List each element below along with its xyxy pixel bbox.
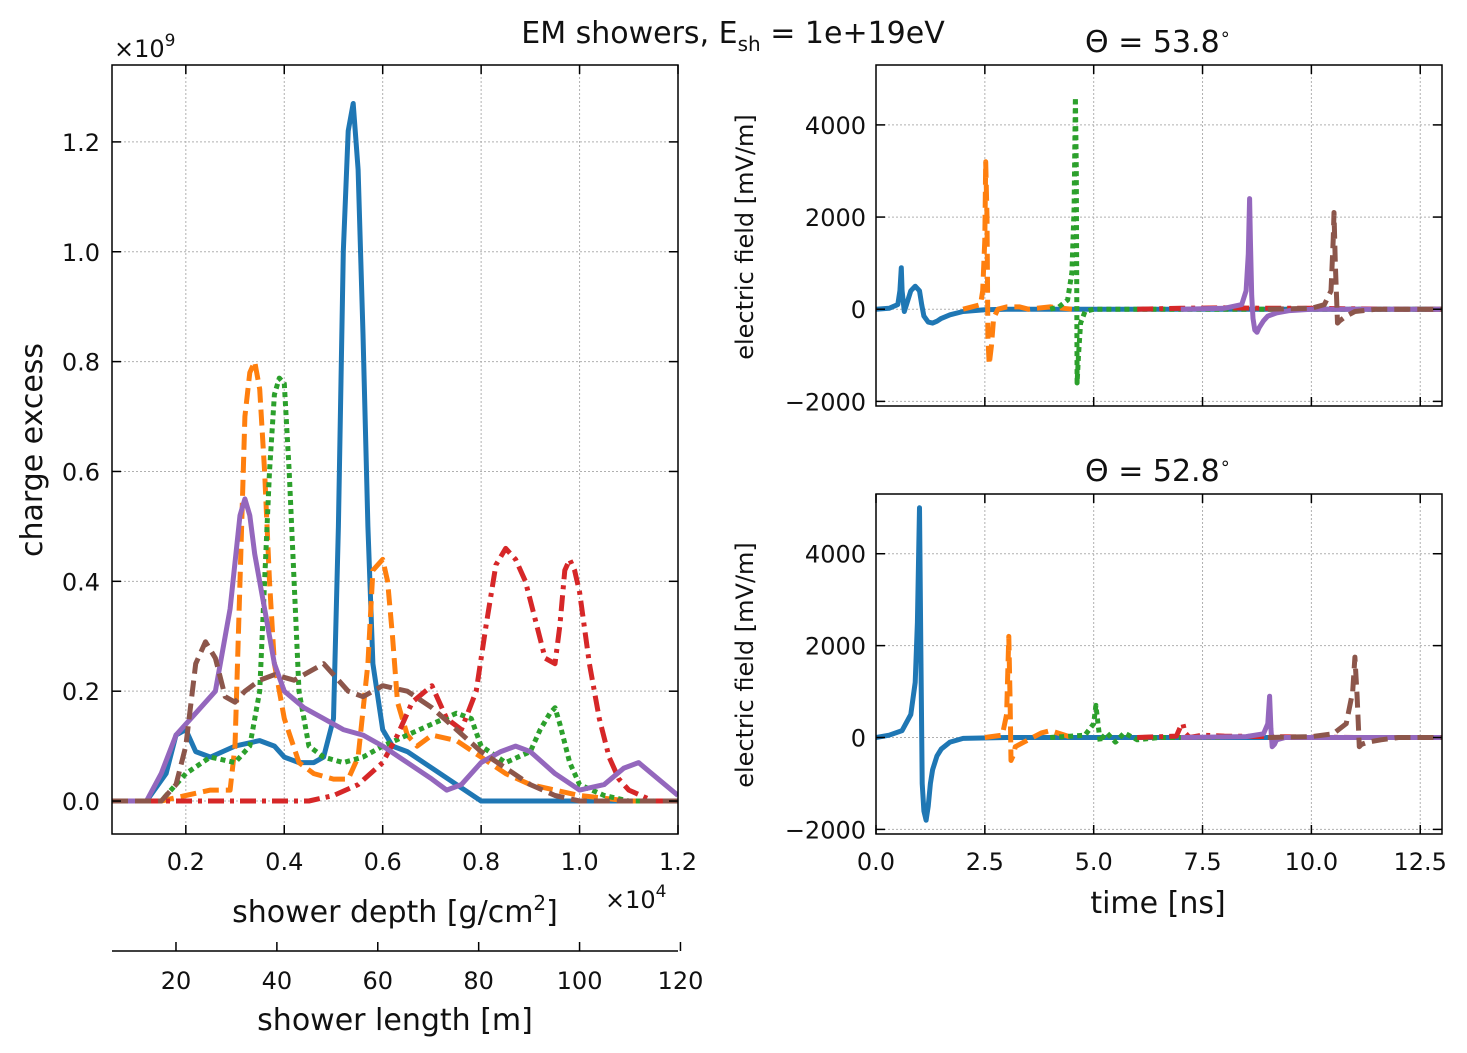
top-right-ytick-label: 4000	[805, 112, 866, 140]
left-xlabel: shower depth [g/cm2]	[232, 891, 558, 930]
top-right-series-s5	[1180, 196, 1442, 335]
top-right-ytick-label: 0	[851, 296, 866, 324]
left-series-group	[112, 101, 678, 804]
left-y-multiplier-exp: 9	[165, 31, 176, 51]
bottom-right-series-s5	[1180, 693, 1442, 750]
secondary-xtick-label: 120	[658, 967, 704, 995]
left-x-multiplier-exp: 4	[656, 882, 667, 902]
bottom-right-title-suffix: ∘	[1220, 453, 1231, 474]
figure-title-sub: sh	[738, 32, 761, 56]
left-xlabel-sup: 2	[533, 891, 546, 915]
left-ytick-label: 0.2	[62, 678, 100, 706]
secondary-xtick-label: 100	[557, 967, 603, 995]
left-frame	[111, 64, 679, 835]
bottom-right-ytick-label: 4000	[805, 541, 866, 569]
left-xtick-label: 1.2	[659, 848, 697, 876]
left-ytick-label: 1.0	[62, 239, 100, 267]
left-ytick-label: 0.6	[62, 458, 100, 486]
secondary-xtick-label: 40	[262, 967, 293, 995]
bottom-right-title-prefix: Θ = 52.8	[1085, 454, 1220, 489]
top-right-series-s6	[1267, 210, 1442, 326]
bottom-right-frame	[875, 493, 1443, 835]
bottom-right-xlabel: time [ns]	[1090, 886, 1225, 921]
left-series-s1	[112, 101, 678, 804]
top-right-series-s1	[876, 265, 1442, 326]
left-xtick-label: 0.6	[364, 848, 402, 876]
figure-title-suffix: = 1e+19eV	[761, 16, 946, 51]
top-right-ylabel: electric field [mV/m]	[731, 114, 759, 360]
bottom-right-series-s2	[984, 633, 1073, 763]
top-right-series-s2	[962, 159, 1073, 367]
left-series-s5	[112, 496, 678, 804]
bottom-right-axes: 0.0 2.5 5.0 7.5 10.0 12.5 −2000 0 2000 4000	[785, 493, 1447, 876]
left-ytick-label: 1.2	[62, 129, 100, 157]
left-series-s4	[112, 545, 678, 804]
figure-title-prefix: EM showers, E	[521, 16, 737, 51]
left-xtick-label: 0.8	[462, 848, 500, 876]
top-right-series-group	[876, 94, 1442, 386]
secondary-xtick-label: 80	[463, 967, 494, 995]
left-ylabel: charge excess	[15, 343, 50, 557]
left-xtick-label: 1.0	[560, 848, 598, 876]
figure-title: EM showers, Esh = 1e+19eV	[521, 16, 945, 56]
bottom-right-ytick-label: 0	[851, 725, 866, 753]
left-axes: 0.2 0.4 0.6 0.8 1.0 1.2 0.0 0.2 0.4 0.6 0.8 1.0 1.2 2…	[62, 64, 704, 995]
bottom-right-xtick-label: 10.0	[1285, 848, 1338, 876]
bottom-right-ytick-label: 2000	[805, 633, 866, 661]
left-y-multiplier-base: ×10	[114, 35, 165, 63]
bottom-right-xtick-label: 0.0	[857, 848, 895, 876]
top-right-axes: −2000 0 2000 4000	[785, 64, 1443, 416]
bottom-right-xtick-label: 7.5	[1183, 848, 1221, 876]
secondary-xtick-label: 20	[161, 967, 192, 995]
left-series-s3	[112, 375, 678, 804]
secondary-xlabel: shower length [m]	[257, 1003, 533, 1038]
bottom-right-xtick-label: 12.5	[1394, 848, 1447, 876]
left-x-multiplier: ×104	[605, 882, 666, 914]
left-xlabel-post: ]	[546, 895, 558, 930]
bottom-right-xtick-label: 2.5	[966, 848, 1004, 876]
left-series-s6	[112, 639, 678, 804]
left-xlabel-pre: shower depth [g/cm	[232, 895, 533, 930]
top-right-title: Θ = 53.8∘	[1085, 24, 1231, 60]
left-ytick-label: 0.0	[62, 788, 100, 816]
top-right-title-suffix: ∘	[1220, 24, 1231, 45]
top-right-title-prefix: Θ = 53.8	[1085, 25, 1220, 60]
left-series-s2	[112, 359, 678, 804]
bottom-right-ytick-label: −2000	[785, 816, 866, 844]
left-xtick-label: 0.2	[167, 848, 205, 876]
left-ytick-label: 0.8	[62, 349, 100, 377]
left-y-multiplier: ×109	[114, 31, 175, 63]
left-x-multiplier-base: ×10	[605, 886, 656, 914]
plots-layer: 0.2 0.4 0.6 0.8 1.0 1.2 0.0 0.2 0.4 0.6 0.8 1.0 1.2 2…	[62, 64, 1447, 995]
left-xtick-label: 0.4	[265, 848, 303, 876]
bottom-right-ylabel: electric field [mV/m]	[731, 542, 759, 788]
bottom-right-series-s3	[1050, 702, 1225, 745]
bottom-right-series-s6	[1267, 654, 1442, 750]
top-right-ytick-label: 2000	[805, 204, 866, 232]
left-ytick-label: 0.4	[62, 568, 100, 596]
bottom-right-title: Θ = 52.8∘	[1085, 453, 1231, 489]
bottom-right-series-s1	[876, 505, 1442, 823]
top-right-ytick-label: −2000	[785, 388, 866, 416]
bottom-right-xtick-label: 5.0	[1075, 848, 1113, 876]
top-right-frame	[875, 64, 1443, 407]
bottom-right-series-group	[876, 505, 1442, 823]
secondary-xtick-label: 60	[363, 967, 394, 995]
